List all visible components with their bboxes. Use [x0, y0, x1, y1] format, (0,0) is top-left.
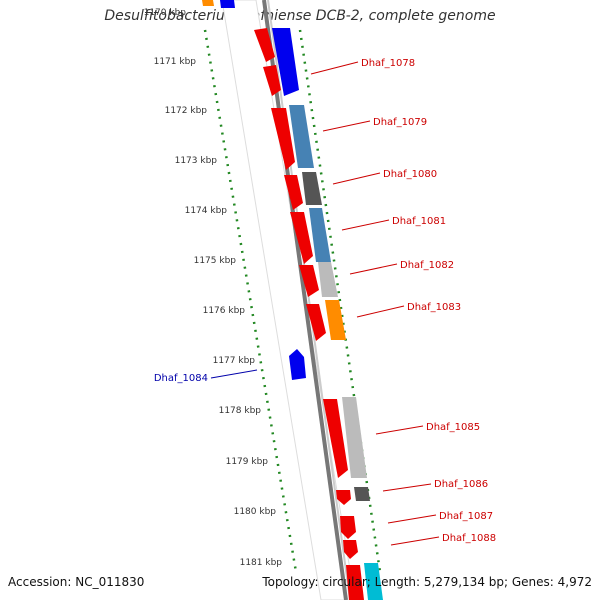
gene-dhaf-1078[interactable]: Dhaf_1078 — [254, 28, 415, 96]
gene-dhaf-1080[interactable]: Dhaf_1080 — [284, 169, 437, 210]
backbone-ring — [221, 0, 356, 600]
tick-label: 1174 kbp — [185, 206, 228, 216]
map-title: Desulfitobacterium hafniense DCB-2, comp… — [104, 8, 496, 24]
gene-dhaf-1084[interactable]: Dhaf_1084 — [154, 349, 306, 384]
gene-dhaf-1083[interactable]: Dhaf_1083 — [306, 300, 461, 341]
tick-label: 1175 kbp — [194, 256, 237, 266]
gene-label[interactable]: Dhaf_1078 — [361, 58, 415, 69]
top-partial-features — [202, 0, 235, 8]
gene-dhaf-1082[interactable]: Dhaf_1082 — [299, 260, 454, 297]
tick-labels: 1170 kbp 1171 kbp 1172 kbp 1173 kbp 1174… — [144, 8, 283, 568]
bottom-partial-features — [346, 563, 383, 600]
tick-label: 1179 kbp — [226, 457, 269, 467]
tick-label: 1178 kbp — [219, 406, 262, 416]
gene-label[interactable]: Dhaf_1079 — [373, 117, 427, 128]
gene-label[interactable]: Dhaf_1082 — [400, 260, 454, 271]
gene-label[interactable]: Dhaf_1083 — [407, 302, 461, 313]
gene-label[interactable]: Dhaf_1087 — [439, 511, 493, 522]
gene-label[interactable]: Dhaf_1086 — [434, 479, 488, 490]
accession-text: Accession: NC_011830 — [8, 575, 145, 589]
gene-dhaf-1081[interactable]: Dhaf_1081 — [290, 208, 446, 264]
tick-dot-lines — [203, 29, 382, 573]
gene-label[interactable]: Dhaf_1084 — [154, 373, 208, 384]
tick-label: 1181 kbp — [240, 558, 283, 568]
gene-label[interactable]: Dhaf_1088 — [442, 533, 496, 544]
tick-label: 1173 kbp — [175, 156, 218, 166]
gene-dhaf-1087[interactable]: Dhaf_1087 — [340, 511, 493, 539]
gene-dhaf-1088[interactable]: Dhaf_1088 — [343, 533, 496, 559]
gene-dhaf-1086[interactable]: Dhaf_1086 — [336, 479, 488, 505]
tick-label: 1177 kbp — [213, 356, 256, 366]
tick-label: 1180 kbp — [234, 507, 277, 517]
tick-label: 1176 kbp — [203, 306, 246, 316]
gene-dhaf-1079[interactable]: Dhaf_1079 — [271, 105, 427, 170]
tick-label: 1170 kbp — [144, 8, 187, 18]
gene-dhaf-1085[interactable]: Dhaf_1085 — [323, 397, 480, 478]
genome-summary-text: Topology: circular; Length: 5,279,134 bp… — [262, 575, 592, 589]
tick-label: 1172 kbp — [165, 106, 208, 116]
tick-label: 1171 kbp — [154, 57, 197, 67]
gene-label[interactable]: Dhaf_1081 — [392, 216, 446, 227]
gene-label[interactable]: Dhaf_1080 — [383, 169, 437, 180]
gene-label[interactable]: Dhaf_1085 — [426, 422, 480, 433]
